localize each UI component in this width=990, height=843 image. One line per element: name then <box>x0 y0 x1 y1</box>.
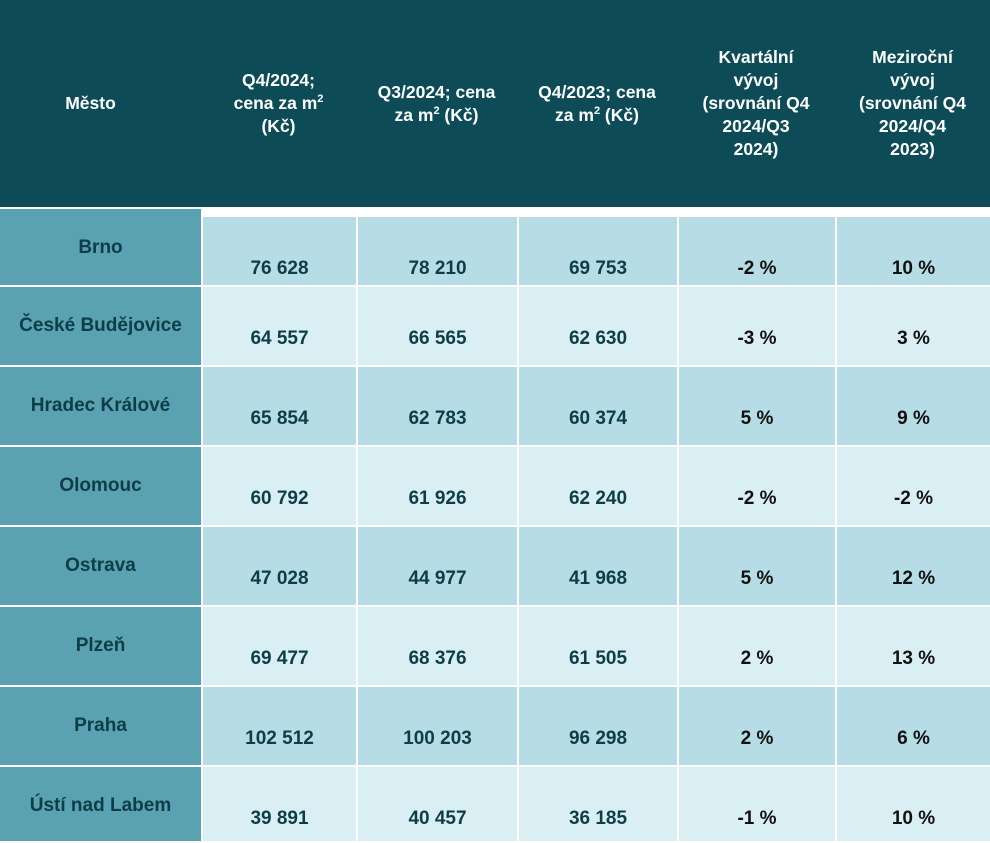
header-yoy-line4: 2024/Q4 <box>878 116 947 136</box>
header-q4-2023: Q4/2023; cena za m2 (Kč) <box>517 0 677 207</box>
table-cell-q4-2023: 41 968 <box>517 527 677 607</box>
superscript-2: 2 <box>593 104 601 117</box>
header-city-label: Město <box>65 93 116 113</box>
table-cell-q3-2024: 61 926 <box>356 447 517 527</box>
header-q4-2023-line2b: (Kč) <box>600 104 639 125</box>
table-cell-q4-2023: 62 630 <box>517 287 677 367</box>
table-cell-qoq: -1 % <box>677 767 835 843</box>
header-quarterly: Kvartální vývoj (srovnání Q4 2024/Q3 202… <box>677 0 835 207</box>
table-cell-q4-2024: 102 512 <box>201 687 356 767</box>
city-cell: Ústí nad Labem <box>0 767 201 843</box>
table-cell-yoy: 10 % <box>835 207 990 287</box>
header-q4-2024-line2: cena za m <box>233 93 318 113</box>
table-cell-yoy: 9 % <box>835 367 990 447</box>
header-quarterly-line1: Kvartální <box>718 47 794 67</box>
table-cell-yoy: 13 % <box>835 607 990 687</box>
header-quarterly-line3: (srovnání Q4 <box>702 93 810 113</box>
superscript-2: 2 <box>433 104 440 117</box>
city-cell: Hradec Králové <box>0 367 201 447</box>
table-cell-q4-2023: 60 374 <box>517 367 677 447</box>
table-cell-qoq: 2 % <box>677 687 835 767</box>
city-cell: Olomouc <box>0 447 201 527</box>
table-cell-q4-2023: 96 298 <box>517 687 677 767</box>
table-cell-yoy: 12 % <box>835 527 990 607</box>
city-cell: Praha <box>0 687 201 767</box>
table-cell-yoy: 6 % <box>835 687 990 767</box>
table-cell-q3-2024: 44 977 <box>356 527 517 607</box>
header-yoy-line1: Meziroční <box>872 47 953 67</box>
table-cell-q4-2023: 36 185 <box>517 767 677 843</box>
header-q3-2024-line2b: (Kč) <box>439 104 479 125</box>
table-cell-q4-2024: 76 628 <box>201 207 356 287</box>
table-cell-q4-2023: 61 505 <box>517 607 677 687</box>
table-cell-yoy: 3 % <box>835 287 990 367</box>
city-cell: Brno <box>0 207 201 287</box>
table-cell-yoy: -2 % <box>835 447 990 527</box>
table-cell-q3-2024: 66 565 <box>356 287 517 367</box>
header-yoy-line3: (srovnání Q4 <box>859 93 966 113</box>
table-cell-q4-2024: 65 854 <box>201 367 356 447</box>
header-yoy-line2: vývoj <box>890 70 935 90</box>
header-q4-2023-line1: Q4/2023; cena <box>538 81 656 102</box>
table-cell-q3-2024: 78 210 <box>356 207 517 287</box>
table-cell-q4-2024: 39 891 <box>201 767 356 843</box>
table-cell-q4-2024: 64 557 <box>201 287 356 367</box>
table-cell-q4-2023: 69 753 <box>517 207 677 287</box>
table-cell-q3-2024: 68 376 <box>356 607 517 687</box>
table-cell-q4-2024: 47 028 <box>201 527 356 607</box>
header-city: Město <box>0 0 201 207</box>
header-q4-2024: Q4/2024; cena za m2 (Kč) <box>201 0 356 207</box>
table-cell-yoy: 10 % <box>835 767 990 843</box>
table-cell-qoq: 2 % <box>677 607 835 687</box>
table-cell-q3-2024: 62 783 <box>356 367 517 447</box>
header-quarterly-line2: vývoj <box>733 70 779 90</box>
header-q3-2024-line2: za m <box>394 104 434 125</box>
table-cell-qoq: -2 % <box>677 447 835 527</box>
table-cell-qoq: 5 % <box>677 367 835 447</box>
city-cell: České Budějovice <box>0 287 201 367</box>
table-cell-qoq: -3 % <box>677 287 835 367</box>
header-quarterly-line5: 2024) <box>733 139 779 159</box>
city-cell: Plzeň <box>0 607 201 687</box>
table-cell-q4-2023: 62 240 <box>517 447 677 527</box>
table-cell-q3-2024: 40 457 <box>356 767 517 843</box>
header-yoy-line5: 2023) <box>890 139 935 159</box>
table-cell-qoq: -2 % <box>677 207 835 287</box>
header-quarterly-line4: 2024/Q3 <box>722 116 790 136</box>
header-q3-2024: Q3/2024; cena za m2 (Kč) <box>356 0 517 207</box>
table-cell-q3-2024: 100 203 <box>356 687 517 767</box>
table-cell-q4-2024: 60 792 <box>201 447 356 527</box>
header-q4-2023-line2: za m <box>555 104 594 125</box>
city-cell: Ostrava <box>0 527 201 607</box>
header-q4-2024-line3: (Kč) <box>261 116 296 136</box>
header-yoy: Meziroční vývoj (srovnání Q4 2024/Q4 202… <box>835 0 990 207</box>
table-cell-qoq: 5 % <box>677 527 835 607</box>
header-q4-2024-line1: Q4/2024; <box>242 70 315 90</box>
header-q3-2024-line1: Q3/2024; cena <box>377 81 496 102</box>
table-cell-q4-2024: 69 477 <box>201 607 356 687</box>
superscript-2: 2 <box>317 93 324 106</box>
